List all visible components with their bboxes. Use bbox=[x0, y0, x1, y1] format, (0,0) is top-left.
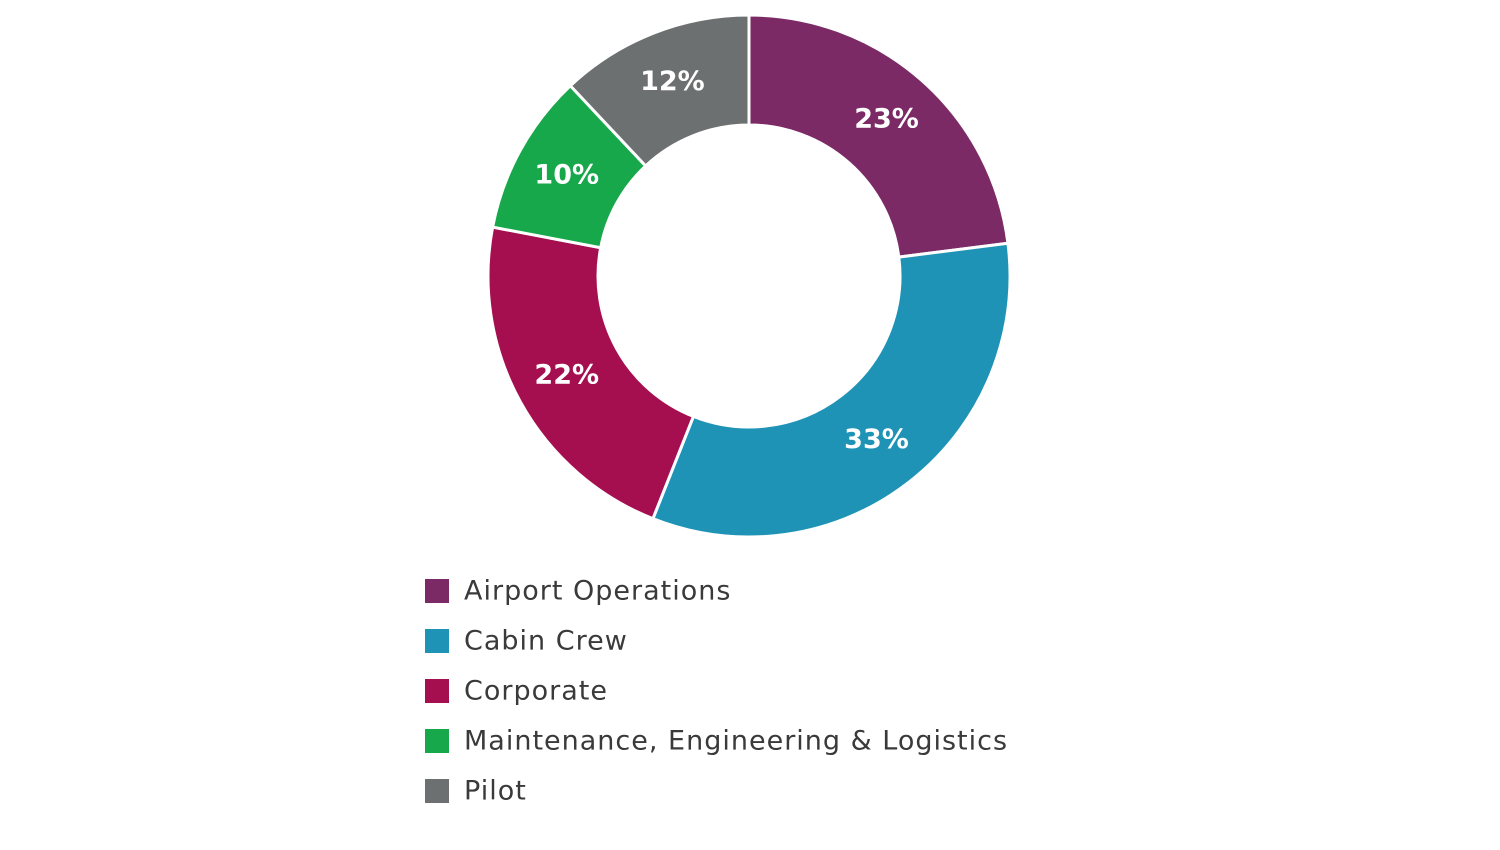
legend-swatch bbox=[425, 629, 449, 653]
donut-segment bbox=[568, 13, 751, 169]
legend-label: Airport Operations bbox=[464, 576, 731, 607]
legend-label: Maintenance, Engineering & Logistics bbox=[464, 726, 1008, 757]
legend-swatch bbox=[425, 779, 449, 803]
legend-swatch bbox=[425, 679, 449, 703]
data-label: 23% bbox=[854, 103, 919, 134]
data-label: 22% bbox=[534, 360, 599, 391]
donut-segment bbox=[650, 241, 1012, 539]
data-label: 10% bbox=[534, 159, 599, 190]
legend-label: Cabin Crew bbox=[464, 626, 628, 657]
legend-swatch bbox=[425, 729, 449, 753]
data-label: 12% bbox=[640, 66, 705, 97]
legend-label: Pilot bbox=[464, 776, 527, 807]
data-label: 33% bbox=[844, 424, 909, 455]
legend-label: Corporate bbox=[464, 676, 608, 707]
donut-segment bbox=[747, 13, 1010, 259]
legend-swatch bbox=[425, 579, 449, 603]
donut-segment bbox=[486, 225, 696, 521]
